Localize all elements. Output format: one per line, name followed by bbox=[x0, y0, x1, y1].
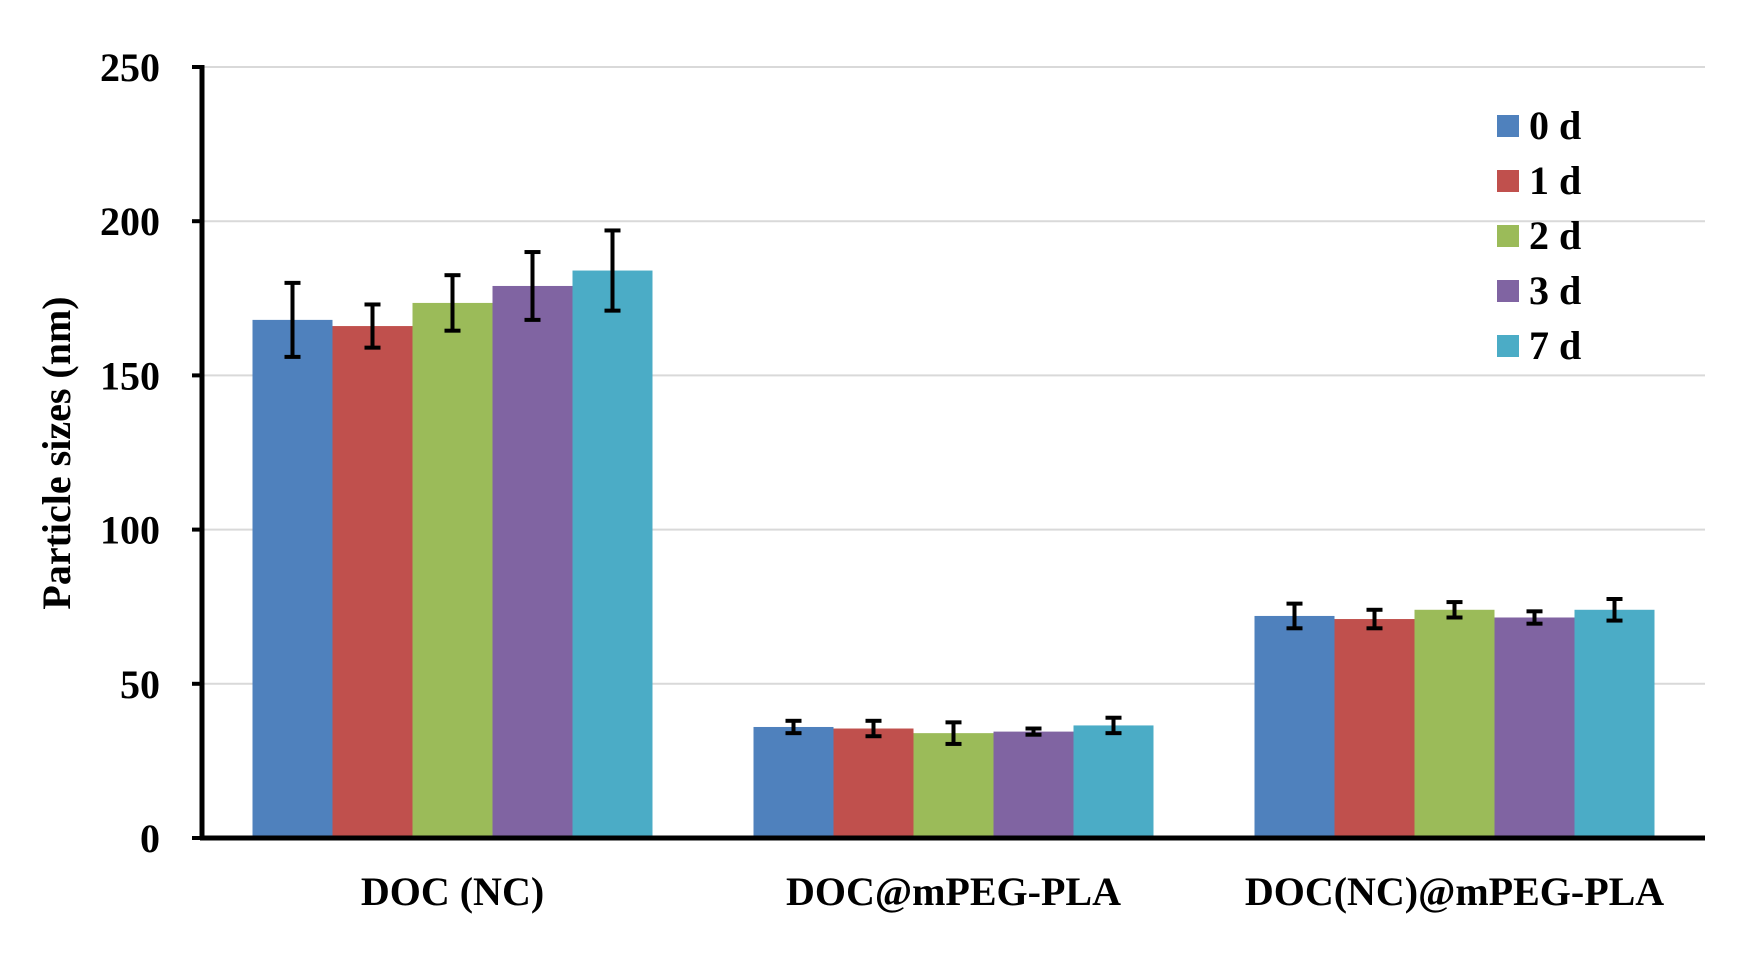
category-label: DOC@mPEG-PLA bbox=[786, 869, 1121, 914]
category-labels: DOC (NC) DOC@mPEG-PLA DOC(NC)@mPEG-PLA bbox=[361, 869, 1664, 914]
y-axis-title: Particle sizes (nm) bbox=[34, 296, 79, 609]
legend-label: 7 d bbox=[1529, 323, 1581, 368]
bar bbox=[753, 726, 834, 838]
y-tick-label: 200 bbox=[100, 199, 160, 244]
bar bbox=[572, 270, 653, 838]
bar bbox=[412, 302, 493, 838]
bar bbox=[993, 731, 1074, 838]
legend-label: 3 d bbox=[1529, 268, 1581, 313]
legend: 0 d 1 d 2 d 3 d 7 d bbox=[1497, 103, 1581, 368]
legend-swatch bbox=[1497, 115, 1519, 137]
y-tick-label: 250 bbox=[100, 45, 160, 90]
category-label: DOC(NC)@mPEG-PLA bbox=[1245, 869, 1664, 914]
bar bbox=[1494, 617, 1575, 838]
error-bars bbox=[284, 228, 1623, 746]
bar bbox=[833, 728, 914, 838]
y-tick-label: 100 bbox=[100, 508, 160, 553]
y-tick-labels: 0 50 100 150 200 250 bbox=[100, 45, 160, 861]
bar bbox=[913, 733, 994, 838]
bar bbox=[1334, 619, 1415, 838]
bar bbox=[1254, 615, 1335, 838]
axes bbox=[192, 65, 1705, 841]
bar bbox=[332, 326, 413, 838]
legend-label: 2 d bbox=[1529, 213, 1581, 258]
bar bbox=[1073, 725, 1154, 838]
bar bbox=[1414, 609, 1495, 838]
bars bbox=[252, 270, 1655, 838]
category-label: DOC (NC) bbox=[361, 869, 544, 914]
bar bbox=[492, 285, 573, 838]
legend-swatch bbox=[1497, 225, 1519, 247]
legend-swatch bbox=[1497, 335, 1519, 357]
legend-label: 0 d bbox=[1529, 103, 1581, 148]
legend-swatch bbox=[1497, 280, 1519, 302]
legend-label: 1 d bbox=[1529, 158, 1581, 203]
y-tick-label: 150 bbox=[100, 353, 160, 398]
bar bbox=[252, 319, 333, 838]
bar bbox=[1574, 609, 1655, 838]
y-tick-label: 50 bbox=[120, 662, 160, 707]
legend-swatch bbox=[1497, 170, 1519, 192]
y-tick-label: 0 bbox=[140, 816, 160, 861]
